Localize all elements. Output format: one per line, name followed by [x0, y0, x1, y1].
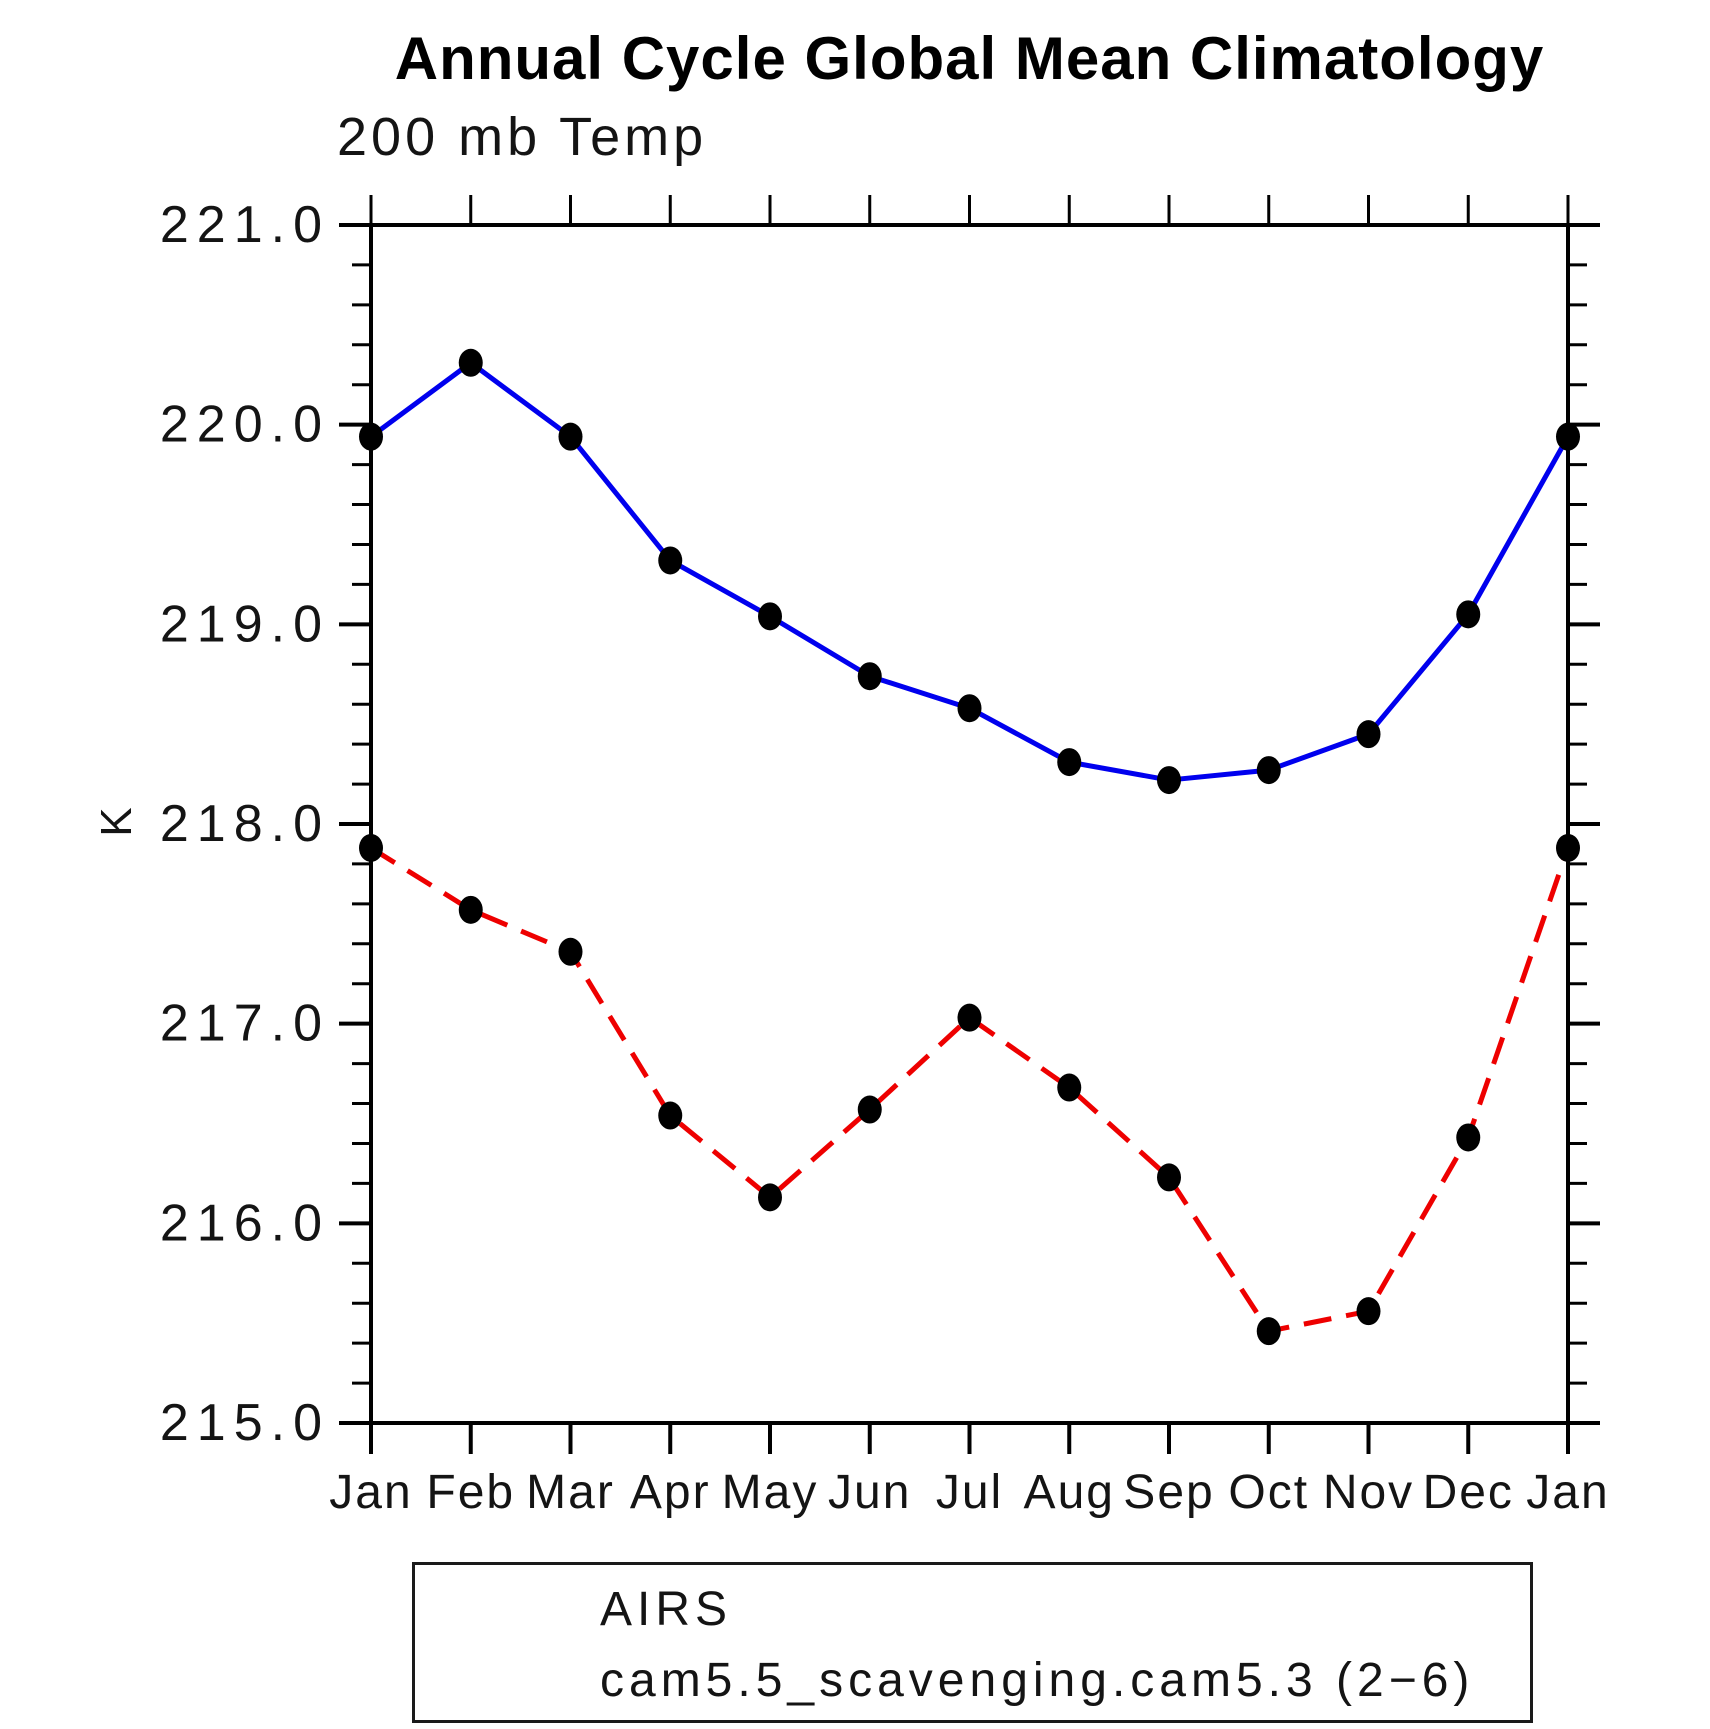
series-line-cam5-5-scavenging-cam5-3	[369, 845, 1571, 1334]
marker-airs-Feb-1	[458, 348, 483, 377]
marker-cam5-5-scavenging-cam5-3-Nov-10	[1356, 1297, 1381, 1326]
marker-airs-Jan-12	[1556, 422, 1580, 451]
marker-cam5-5-scavenging-cam5-3-Feb-1	[458, 895, 483, 924]
marker-cam5-5-scavenging-cam5-3-Oct-9	[1256, 1317, 1281, 1346]
legend-label-airs: AIRS	[600, 1583, 733, 1636]
y-tick-label: 218.0	[160, 795, 330, 853]
x-tick-label: Jul	[936, 1466, 1003, 1519]
x-tick-label: Nov	[1323, 1466, 1414, 1519]
marker-cam5-5-scavenging-cam5-3-Apr-3	[658, 1101, 683, 1130]
marker-cam5-5-scavenging-cam5-3-Mar-2	[558, 937, 583, 966]
x-tick-label: Feb	[426, 1466, 515, 1519]
marker-airs-Mar-2	[558, 422, 583, 451]
marker-airs-May-4	[758, 602, 782, 631]
y-tick-label: 219.0	[160, 595, 330, 653]
y-tick-label: 216.0	[160, 1194, 330, 1252]
marker-airs-Jan-0	[359, 422, 383, 451]
x-tick-label: Sep	[1123, 1466, 1214, 1519]
x-tick-label: Jun	[828, 1466, 911, 1519]
y-tick-label: 217.0	[160, 995, 330, 1053]
x-tick-label: Apr	[630, 1466, 711, 1519]
marker-airs-Jul-6	[957, 694, 982, 723]
x-tick-label: Aug	[1024, 1466, 1115, 1519]
marker-airs-Aug-7	[1057, 748, 1082, 777]
x-tick-label: Jan	[329, 1466, 412, 1519]
page-title: Annual Cycle Global Mean Climatology	[394, 25, 1545, 92]
marker-airs-Nov-10	[1356, 720, 1381, 749]
x-tick-label: May	[722, 1466, 819, 1519]
plot-frame	[369, 223, 1570, 1425]
y-tick-label: 215.0	[160, 1394, 330, 1452]
data-series	[359, 348, 1580, 1346]
marker-cam5-5-scavenging-cam5-3-Jun-5	[857, 1095, 882, 1124]
plot-border	[369, 223, 1570, 1425]
marker-airs-Oct-9	[1256, 756, 1281, 785]
marker-cam5-5-scavenging-cam5-3-Sep-8	[1157, 1163, 1181, 1192]
legend-box	[412, 1562, 1533, 1723]
x-tick-label: Oct	[1228, 1466, 1309, 1519]
y-tick-label: 220.0	[160, 396, 330, 454]
marker-airs-Jun-5	[857, 662, 882, 691]
marker-airs-Sep-8	[1157, 766, 1181, 795]
marker-airs-Apr-3	[658, 546, 683, 575]
x-tick-label: Dec	[1423, 1466, 1514, 1519]
marker-airs-Dec-11	[1456, 600, 1481, 629]
marker-cam5-5-scavenging-cam5-3-Jul-6	[957, 1003, 982, 1032]
axis-tick-labels: 221.0 220.0 219.0 218.0 217.0 216.0 215.0 Jan Fe…	[160, 196, 1609, 1519]
axis-ticks	[339, 195, 1600, 1454]
marker-cam5-5-scavenging-cam5-3-Dec-11	[1456, 1123, 1481, 1152]
x-tick-label: Mar	[526, 1466, 615, 1519]
chart-subtitle: 200 mb Temp	[337, 107, 708, 167]
marker-cam5-5-scavenging-cam5-3-Jan-0	[359, 833, 383, 862]
marker-cam5-5-scavenging-cam5-3-Jan-12	[1556, 833, 1580, 862]
x-tick-label: Jan	[1526, 1466, 1609, 1519]
marker-cam5-5-scavenging-cam5-3-Aug-7	[1057, 1073, 1082, 1102]
y-tick-label: 221.0	[160, 196, 330, 254]
legend-label-cam: cam5.5_scavenging.cam5.3 (2−6)	[600, 1654, 1475, 1707]
marker-cam5-5-scavenging-cam5-3-May-4	[758, 1183, 782, 1212]
